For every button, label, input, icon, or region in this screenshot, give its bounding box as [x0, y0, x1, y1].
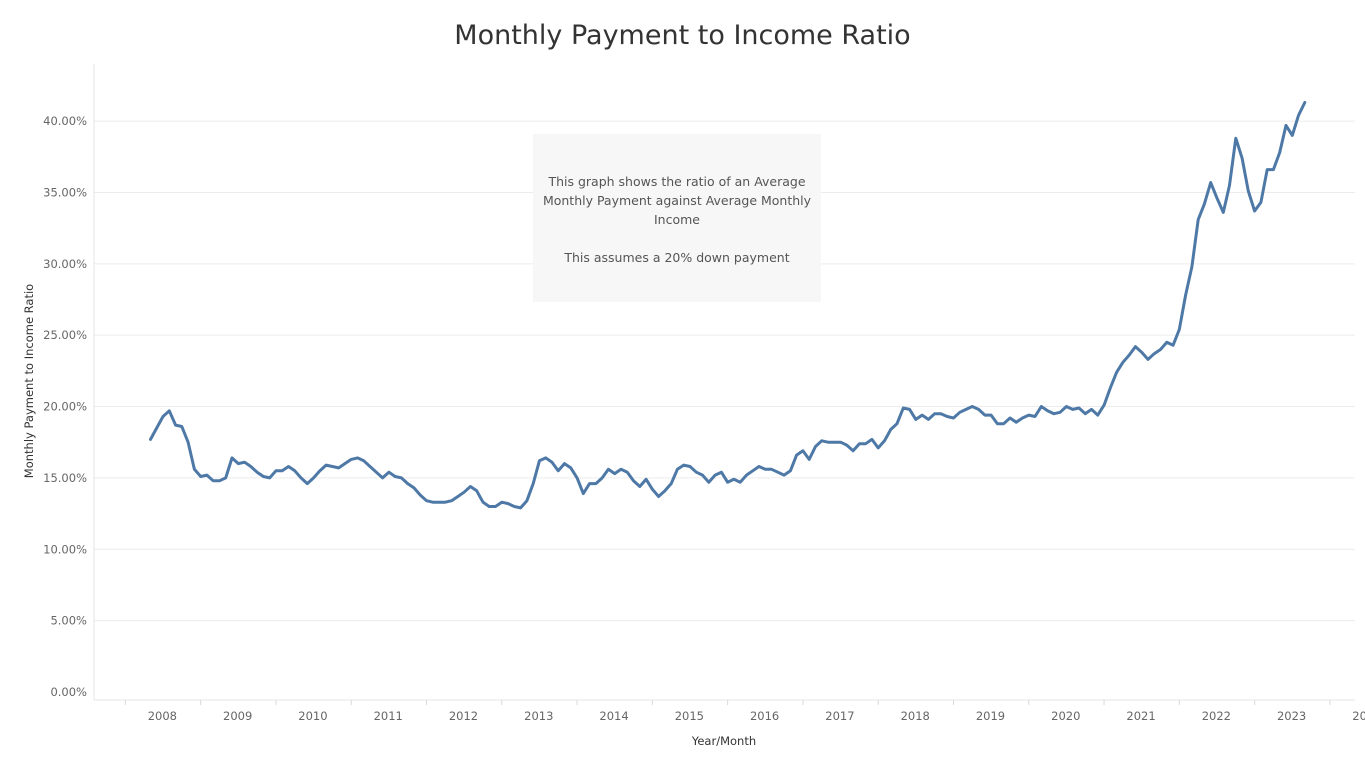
y-tick-label: 30.00%: [43, 257, 87, 271]
x-tick-label: 2008: [148, 709, 177, 723]
chart-title: Monthly Payment to Income Ratio: [454, 20, 911, 51]
x-tick-label: 2009: [223, 709, 252, 723]
y-axis-ticks: 0.00% 5.00% 10.00% 15.00% 20.00% 25.00% 30.00%…: [43, 114, 87, 699]
x-tick-label: 2018: [901, 709, 930, 723]
x-tick-label: 2020: [1051, 709, 1080, 723]
x-tick-label: 2019: [976, 709, 1005, 723]
x-tick-label: 2021: [1126, 709, 1155, 723]
x-tick-label: 2024: [1352, 709, 1365, 723]
x-tick-label: 2022: [1202, 709, 1231, 723]
x-tick-label: 2012: [449, 709, 478, 723]
x-tick-label: 2014: [599, 709, 628, 723]
x-axis-ticks: 2008 2009 2010 2011 2012 2013 2014 2015 2016 2017…: [124, 700, 1365, 723]
y-tick-label: 20.00%: [43, 400, 87, 414]
y-tick-label: 35.00%: [43, 185, 87, 199]
x-tick-label: 2011: [374, 709, 403, 723]
series-line: [149, 101, 1307, 510]
series-layer: [149, 101, 1307, 510]
x-tick-label: 2013: [524, 709, 553, 723]
y-tick-label: 10.00%: [43, 542, 87, 556]
y-axis-title: Monthly Payment to Income Ratio: [22, 284, 36, 478]
annotation-box: This graph shows the ratio of an Average…: [533, 134, 821, 302]
x-tick-label: 2015: [675, 709, 704, 723]
x-tick-label: 2017: [825, 709, 854, 723]
y-tick-label: 40.00%: [43, 114, 87, 128]
x-axis-title: Year/Month: [691, 734, 756, 748]
x-tick-label: 2016: [750, 709, 779, 723]
y-tick-label: 25.00%: [43, 328, 87, 342]
y-tick-label: 15.00%: [43, 471, 87, 485]
x-tick-label: 2023: [1277, 709, 1306, 723]
x-tick-label: 2010: [298, 709, 327, 723]
y-tick-label: 5.00%: [50, 614, 87, 628]
annotation-note: This assumes a 20% down payment: [564, 250, 790, 265]
y-tick-label: 0.00%: [50, 685, 87, 699]
annotation-text: This graph shows the ratio of an Average…: [542, 174, 812, 227]
